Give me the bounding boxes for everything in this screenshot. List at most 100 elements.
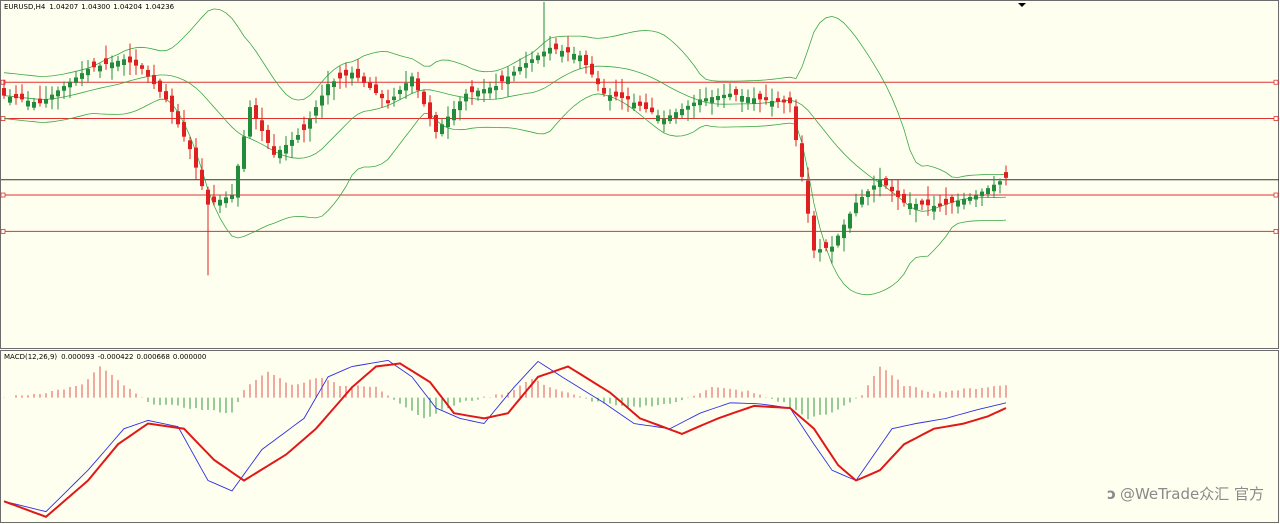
candle[interactable] xyxy=(254,98,258,130)
candle[interactable] xyxy=(860,189,864,208)
candle[interactable] xyxy=(296,128,300,144)
candle[interactable] xyxy=(818,239,822,262)
candle[interactable] xyxy=(266,124,270,149)
candle[interactable] xyxy=(590,56,594,78)
candle[interactable] xyxy=(278,145,282,164)
candle[interactable] xyxy=(608,88,612,111)
candle[interactable] xyxy=(98,63,102,79)
candle[interactable] xyxy=(686,100,690,121)
candle[interactable] xyxy=(494,73,498,100)
candle[interactable] xyxy=(452,100,456,126)
candle[interactable] xyxy=(950,194,954,214)
candle[interactable] xyxy=(812,210,816,259)
candle[interactable] xyxy=(896,179,900,210)
candle[interactable] xyxy=(470,80,474,105)
candle[interactable] xyxy=(482,78,486,103)
candle[interactable] xyxy=(374,76,378,96)
candle[interactable] xyxy=(200,158,204,190)
level-handle-left[interactable] xyxy=(0,79,6,85)
candle[interactable] xyxy=(50,86,54,110)
candle[interactable] xyxy=(194,138,198,180)
candle[interactable] xyxy=(560,44,564,63)
candle[interactable] xyxy=(290,131,294,159)
candle[interactable] xyxy=(44,86,48,108)
candle[interactable] xyxy=(380,89,384,108)
candle[interactable] xyxy=(566,35,570,62)
candle[interactable] xyxy=(842,219,846,252)
candle[interactable] xyxy=(146,65,150,83)
candle[interactable] xyxy=(548,35,552,61)
candle[interactable] xyxy=(140,63,144,75)
candle[interactable] xyxy=(788,91,792,113)
candle[interactable] xyxy=(518,58,522,75)
candle[interactable] xyxy=(116,55,120,72)
candle[interactable] xyxy=(362,72,366,88)
candle[interactable] xyxy=(932,195,936,220)
candle[interactable] xyxy=(182,109,186,142)
candle[interactable] xyxy=(920,198,924,211)
candle[interactable] xyxy=(2,79,6,99)
candle[interactable] xyxy=(386,89,390,109)
candle[interactable] xyxy=(674,108,678,124)
candle[interactable] xyxy=(752,87,756,111)
candle[interactable] xyxy=(458,96,462,121)
candle[interactable] xyxy=(662,110,666,133)
level-handle-right[interactable] xyxy=(1273,228,1279,234)
candle[interactable] xyxy=(650,97,654,115)
candle[interactable] xyxy=(644,93,648,113)
candle[interactable] xyxy=(956,193,960,214)
candle[interactable] xyxy=(368,77,372,91)
candle[interactable] xyxy=(806,167,810,223)
candle[interactable] xyxy=(584,50,588,74)
level-handle-right[interactable] xyxy=(1273,116,1279,121)
candle[interactable] xyxy=(68,78,72,99)
candle[interactable] xyxy=(8,89,12,106)
candle[interactable] xyxy=(776,91,780,109)
candle[interactable] xyxy=(56,86,60,110)
candle[interactable] xyxy=(398,85,402,100)
candle[interactable] xyxy=(680,103,684,119)
candle[interactable] xyxy=(968,193,972,205)
candle[interactable] xyxy=(80,61,84,87)
candle[interactable] xyxy=(614,79,618,101)
shift-marker-icon[interactable] xyxy=(1018,3,1026,7)
candle[interactable] xyxy=(428,95,432,127)
candle[interactable] xyxy=(710,89,714,115)
candle[interactable] xyxy=(668,109,672,124)
candle[interactable] xyxy=(206,186,210,276)
candle[interactable] xyxy=(908,192,912,215)
candle[interactable] xyxy=(332,78,336,101)
candle[interactable] xyxy=(224,191,228,208)
candle[interactable] xyxy=(284,136,288,161)
candle[interactable] xyxy=(704,87,708,107)
candle[interactable] xyxy=(638,95,642,112)
candle[interactable] xyxy=(440,117,444,137)
candle[interactable] xyxy=(542,1,546,67)
candle[interactable] xyxy=(884,176,888,189)
candle[interactable] xyxy=(572,46,576,64)
candle[interactable] xyxy=(242,129,246,173)
candle[interactable] xyxy=(656,109,660,124)
candle[interactable] xyxy=(314,100,318,124)
candle[interactable] xyxy=(740,88,744,112)
candle[interactable] xyxy=(110,55,114,80)
candle[interactable] xyxy=(914,198,918,223)
candle[interactable] xyxy=(980,188,984,207)
candle[interactable] xyxy=(506,66,510,98)
candle[interactable] xyxy=(698,89,702,113)
candle[interactable] xyxy=(758,90,762,113)
candle[interactable] xyxy=(176,103,180,128)
candle[interactable] xyxy=(848,211,852,233)
candle[interactable] xyxy=(524,51,528,79)
level-handle-right[interactable] xyxy=(1273,192,1279,198)
candle[interactable] xyxy=(188,136,192,160)
candle[interactable] xyxy=(800,135,804,182)
candle[interactable] xyxy=(554,37,558,55)
candle[interactable] xyxy=(734,86,738,102)
candle[interactable] xyxy=(836,233,840,248)
candle[interactable] xyxy=(122,54,126,76)
candle[interactable] xyxy=(248,100,252,139)
candle[interactable] xyxy=(1004,165,1008,186)
candle[interactable] xyxy=(92,58,96,72)
